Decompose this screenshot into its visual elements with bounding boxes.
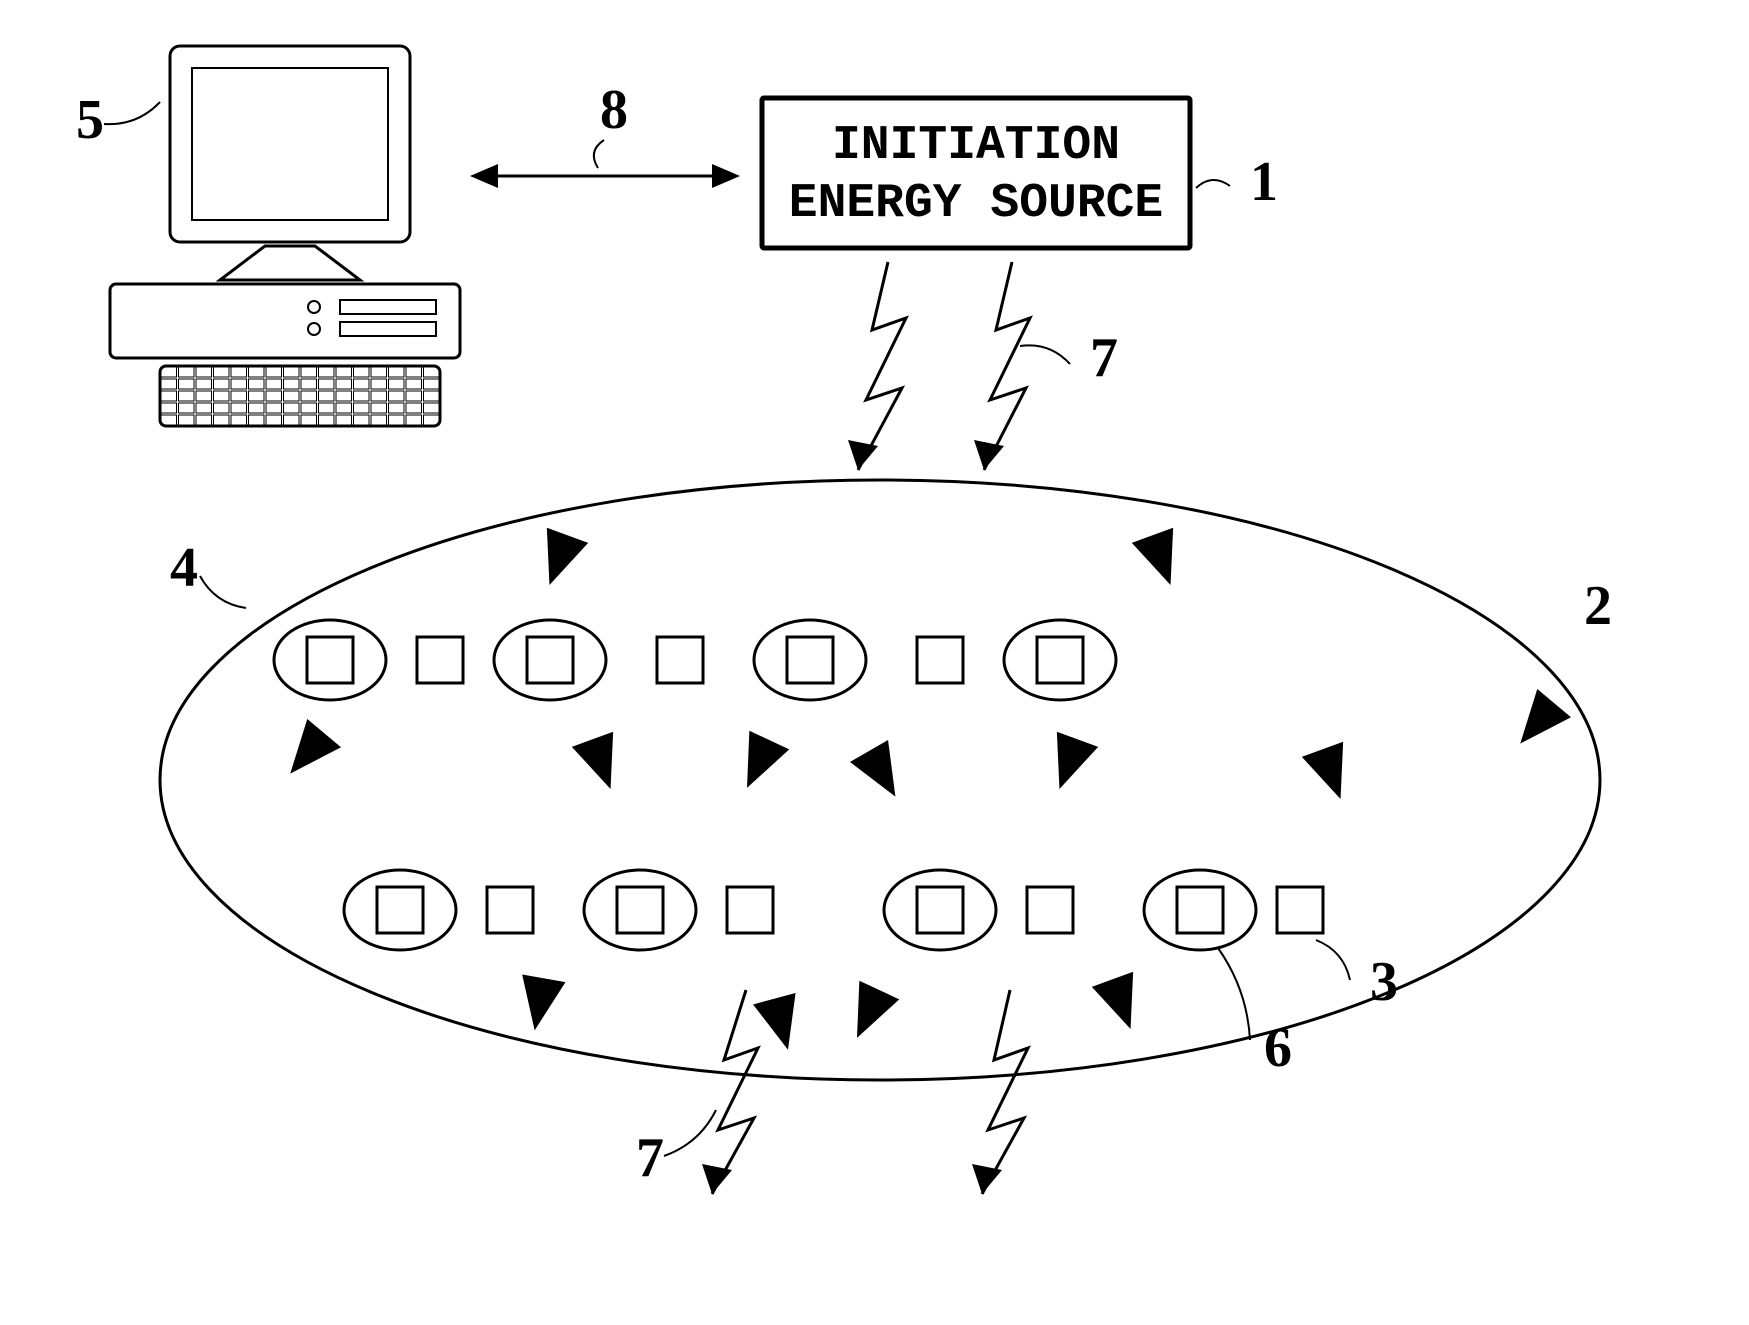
agent-square-free (1277, 887, 1323, 933)
triangle-marker (273, 719, 341, 788)
callout-6: 6 (1264, 1017, 1292, 1079)
callout-7: 7 (636, 1127, 664, 1189)
agent-square-free (657, 637, 703, 683)
agent-square (1037, 637, 1083, 683)
callout-4: 4 (170, 537, 198, 599)
modulator-circle (344, 870, 456, 950)
leader-line (1316, 940, 1350, 980)
energy-arrow-top (858, 262, 906, 470)
callout-3: 3 (1370, 951, 1398, 1013)
callout-7: 7 (1090, 327, 1118, 389)
leader-line (104, 102, 160, 124)
triangle-marker (529, 528, 588, 593)
modulator-circle (1144, 870, 1256, 950)
triangle-marker (513, 975, 566, 1035)
triangle-marker (1302, 742, 1361, 807)
leader-line (594, 140, 604, 168)
agent-square (307, 637, 353, 683)
arrowhead-icon (974, 440, 1004, 470)
arrowhead-icon (470, 164, 498, 188)
modulator-circle (584, 870, 696, 950)
triangle-marker (850, 740, 915, 808)
leader-line (1020, 345, 1070, 364)
energy-arrow-top (984, 262, 1030, 470)
modulator-circle (884, 870, 996, 950)
computer-icon (110, 46, 460, 426)
agent-square-free (417, 637, 463, 683)
agent-square (377, 887, 423, 933)
modulator-circle (494, 620, 606, 700)
leader-line (200, 576, 246, 608)
modulator-circle (1004, 620, 1116, 700)
triangle-marker (1092, 972, 1151, 1037)
triangle-marker (1503, 689, 1571, 758)
callout-8: 8 (600, 79, 628, 141)
leader-line (664, 1110, 716, 1156)
triangle-marker (572, 732, 631, 797)
agent-square (1177, 887, 1223, 933)
leader-line (1196, 180, 1230, 188)
arrowhead-icon (848, 440, 878, 470)
callout-2: 2 (1584, 575, 1612, 637)
energy-arrow-bottom (982, 990, 1028, 1194)
callout-5: 5 (76, 89, 104, 151)
agent-square-free (917, 637, 963, 683)
modulator-circle (274, 620, 386, 700)
leader-line (1218, 948, 1250, 1040)
triangle-marker (727, 731, 789, 797)
modulator-circle (754, 620, 866, 700)
agent-square-free (487, 887, 533, 933)
triangle-marker (753, 993, 809, 1055)
arrowhead-icon (712, 164, 740, 188)
agent-square (527, 637, 573, 683)
agent-square-free (727, 887, 773, 933)
triangle-marker (1132, 528, 1191, 593)
agent-square (917, 887, 963, 933)
energy-source-label-line2: ENERGY SOURCE (789, 177, 1163, 231)
callout-1: 1 (1250, 151, 1278, 213)
triangle-marker (1039, 732, 1098, 797)
energy-source-label-line1: INITIATION (832, 119, 1120, 173)
agent-square (617, 887, 663, 933)
agent-square-free (1027, 887, 1073, 933)
energy-arrow-bottom (712, 990, 758, 1194)
triangle-marker (837, 981, 899, 1047)
agent-square (787, 637, 833, 683)
